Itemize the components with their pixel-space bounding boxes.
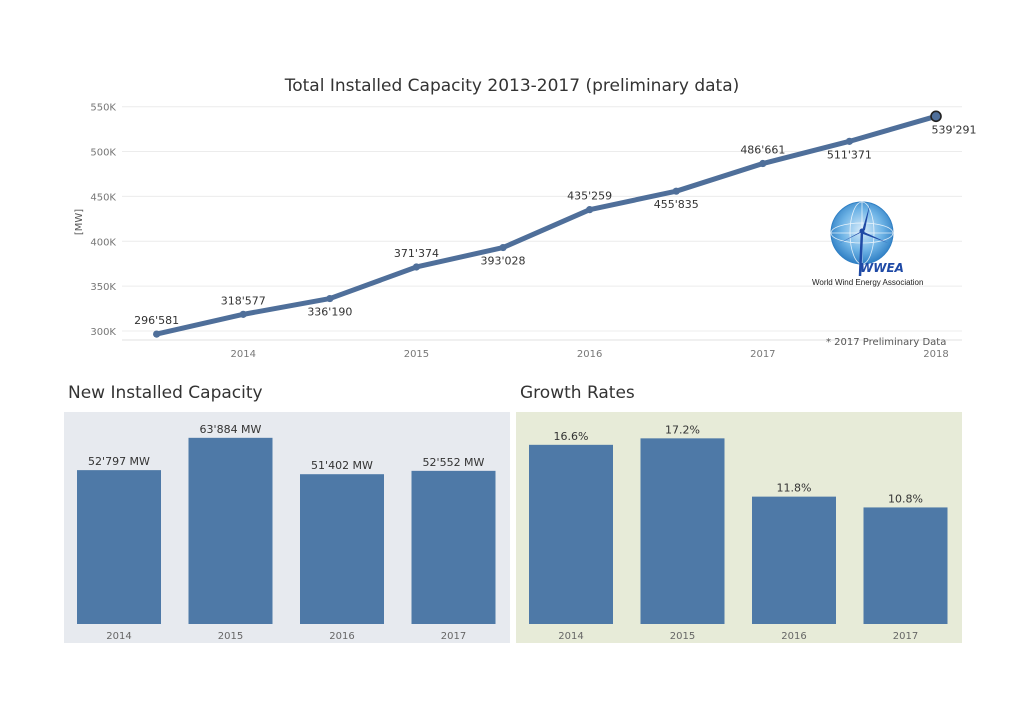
new-capacity-bar-label: 52'797 MW: [88, 455, 150, 468]
y-tick-label: 500K: [90, 148, 116, 159]
data-label: 486'661: [740, 144, 785, 157]
data-label: 318'577: [221, 294, 266, 307]
x-tick-label: 2016: [577, 349, 602, 360]
new-capacity-bar-label: 63'884 MW: [200, 423, 262, 436]
preliminary-data-footnote: * 2017 Preliminary Data: [826, 337, 947, 348]
y-tick-label: 400K: [90, 237, 116, 248]
x-tick-label: 2015: [404, 349, 429, 360]
y-tick-label: 450K: [90, 192, 116, 203]
capacity-line: [154, 113, 939, 337]
x-tick-label: 2014: [231, 349, 256, 360]
growth-rate-bar: [863, 507, 948, 624]
new-capacity-bar: [411, 470, 496, 624]
new-capacity-bar-label: 51'402 MW: [311, 459, 373, 472]
data-label: 336'190: [307, 306, 352, 319]
new-capacity-bar: [188, 437, 273, 624]
wwea-logo-abbr: WWEA: [860, 261, 904, 275]
data-point: [845, 137, 854, 145]
new-capacity-category-label: 2014: [106, 631, 131, 642]
data-point: [672, 187, 680, 195]
data-point: [759, 159, 767, 168]
data-point: [326, 294, 334, 303]
new-capacity-bar-chart: 52'797 MW 2014 63'884 MW 2015 51'402 MW 2016 5…: [77, 423, 496, 642]
data-point: [239, 310, 247, 318]
new-capacity-category-label: 2017: [441, 631, 466, 642]
new-capacity-category-label: 2016: [329, 631, 354, 642]
new-capacity-title: New Installed Capacity: [68, 383, 263, 403]
y-axis-label: [MW]: [74, 209, 85, 235]
growth-rate-bar: [752, 496, 836, 624]
growth-rate-category-label: 2015: [670, 631, 695, 642]
data-label: 511'371: [827, 148, 872, 161]
growth-rate-bar: [640, 438, 725, 624]
wwea-logo: [810, 198, 930, 293]
new-capacity-bar-label: 52'552 MW: [423, 456, 485, 469]
y-tick-label: 300K: [90, 327, 116, 338]
y-tick-label: 550K: [90, 103, 116, 114]
growth-rates-title: Growth Rates: [520, 383, 635, 403]
new-capacity-category-label: 2015: [218, 631, 243, 642]
y-tick-label: 350K: [90, 282, 116, 293]
data-point: [499, 243, 507, 252]
new-capacity-bar: [300, 474, 384, 624]
data-label: 539'291: [932, 123, 977, 136]
data-point: [586, 206, 594, 214]
data-point: [412, 263, 421, 271]
growth-rate-category-label: 2016: [781, 631, 806, 642]
data-point: [930, 110, 942, 123]
x-tick-label: 2017: [750, 349, 775, 360]
x-tick-label: 2018: [923, 349, 948, 360]
data-label: 393'028: [481, 255, 526, 268]
data-label: 296'581: [134, 314, 179, 327]
growth-rates-bar-chart: 16.6% 2014 17.2% 2015 11.8% 2016 10.8% 2017: [529, 423, 948, 642]
data-label: 455'835: [654, 198, 699, 211]
growth-rate-bar: [529, 444, 613, 624]
line-chart-title: Total Installed Capacity 2013-2017 (prel…: [284, 76, 740, 96]
wwea-logo-name: World Wind Energy Association: [812, 278, 924, 287]
growth-rate-category-label: 2014: [558, 631, 583, 642]
growth-rate-bar-label: 11.8%: [777, 482, 812, 495]
data-point: [153, 330, 161, 338]
growth-rate-bar-label: 16.6%: [554, 430, 589, 443]
growth-rate-category-label: 2017: [893, 631, 918, 642]
growth-rate-bar-label: 17.2%: [665, 423, 700, 436]
data-label: 371'374: [394, 247, 439, 260]
wind-turbine-globe-icon: [830, 201, 894, 277]
new-capacity-bar: [77, 470, 161, 624]
growth-rate-bar-label: 10.8%: [888, 492, 923, 505]
data-label: 435'259: [567, 190, 612, 203]
